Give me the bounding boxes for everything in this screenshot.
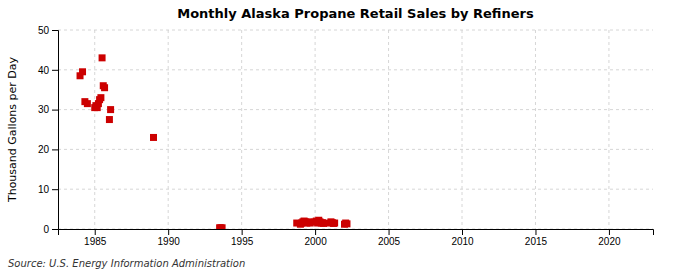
point (84, 100, 91, 107)
grid-line-x (241, 30, 242, 229)
y-axis-title: Thousand Gallons per Day (6, 56, 19, 203)
y-tick: 10 (38, 184, 58, 195)
y-tick-label: 10 (38, 184, 50, 195)
y-tick-mark (52, 149, 58, 150)
points (77, 54, 351, 229)
grid-line-x (168, 30, 169, 229)
x-tick-mark (389, 229, 390, 235)
y-tick-label: 50 (38, 25, 50, 36)
point (79, 68, 86, 75)
x-axis: 1985 1990 1995 2000 2005 2010 2015 2020 (59, 229, 654, 247)
y-tick-label: 30 (38, 104, 50, 115)
grid-line-x (94, 30, 95, 229)
plot: 1985 1990 1995 2000 2005 2010 2015 2020 0 10 20 30 4… (38, 25, 654, 247)
x-tick-label: 2010 (451, 236, 474, 247)
grid-line-x (462, 30, 463, 229)
x-tick: 1990 (158, 229, 181, 247)
x-tick-mark (609, 229, 610, 235)
chart: 1985 1990 1995 2000 2005 2010 2015 2020 0 10 20 30 4… (0, 0, 675, 275)
point (99, 54, 106, 61)
x-axis-line (59, 230, 654, 236)
x-tick: 2005 (378, 229, 401, 247)
x-tick: 2020 (598, 229, 621, 247)
x-tick-label: 2005 (378, 236, 401, 247)
point (150, 134, 157, 141)
point (320, 220, 327, 227)
grid-line-y (58, 30, 653, 31)
x-tick-mark (462, 229, 463, 235)
title: Monthly Alaska Propane Retail Sales by R… (177, 6, 534, 21)
y-tick-mark (52, 110, 58, 111)
point (101, 84, 108, 91)
y-axis: 0 10 20 30 40 50 (38, 25, 59, 235)
x-tick-label: 2000 (304, 236, 327, 247)
point (107, 106, 114, 113)
y-tick-mark (52, 70, 58, 71)
y-tick: 40 (38, 65, 58, 76)
grid-line-x (388, 30, 389, 229)
x-tick: 1995 (231, 229, 254, 247)
grid-line-x (315, 30, 316, 229)
grid-line-y (58, 69, 653, 70)
x-tick-label: 1995 (231, 236, 254, 247)
x-tick: 2010 (451, 229, 474, 247)
x-tick-label: 2020 (598, 236, 621, 247)
x-tick: 1985 (84, 229, 107, 247)
x-tick-label: 2015 (525, 236, 548, 247)
x-tick-mark (535, 229, 536, 235)
y-tick-mark (52, 229, 58, 230)
grid (58, 30, 653, 229)
point (106, 116, 113, 123)
x-tick-mark (315, 229, 316, 235)
y-tick-mark (52, 30, 58, 31)
x-tick: 2000 (304, 229, 327, 247)
y-tick-label: 0 (43, 224, 49, 235)
x-tick-mark (95, 229, 96, 235)
y-axis-line (52, 31, 59, 230)
point (343, 220, 350, 227)
y-tick: 20 (38, 144, 58, 155)
x-tick: 2015 (525, 229, 548, 247)
grid-line-y (58, 189, 653, 190)
point (97, 94, 104, 101)
grid-line-y (58, 149, 653, 150)
y-tick: 50 (38, 25, 58, 36)
x-tick-mark (242, 229, 243, 235)
x-tick-label: 1985 (84, 236, 107, 247)
point (331, 220, 338, 227)
grid-line-x (535, 30, 536, 229)
y-tick: 30 (38, 104, 58, 115)
point (219, 224, 226, 229)
y-tick: 0 (43, 224, 58, 235)
y-tick-label: 40 (38, 65, 50, 76)
grid-line-x (608, 30, 609, 229)
x-tick-mark (168, 229, 169, 235)
grid-line-y (58, 109, 653, 110)
y-tick-mark (52, 189, 58, 190)
y-tick-label: 20 (38, 144, 50, 155)
annotation: Source: U.S. Energy Information Administ… (8, 258, 245, 269)
x-tick-label: 1990 (158, 236, 181, 247)
